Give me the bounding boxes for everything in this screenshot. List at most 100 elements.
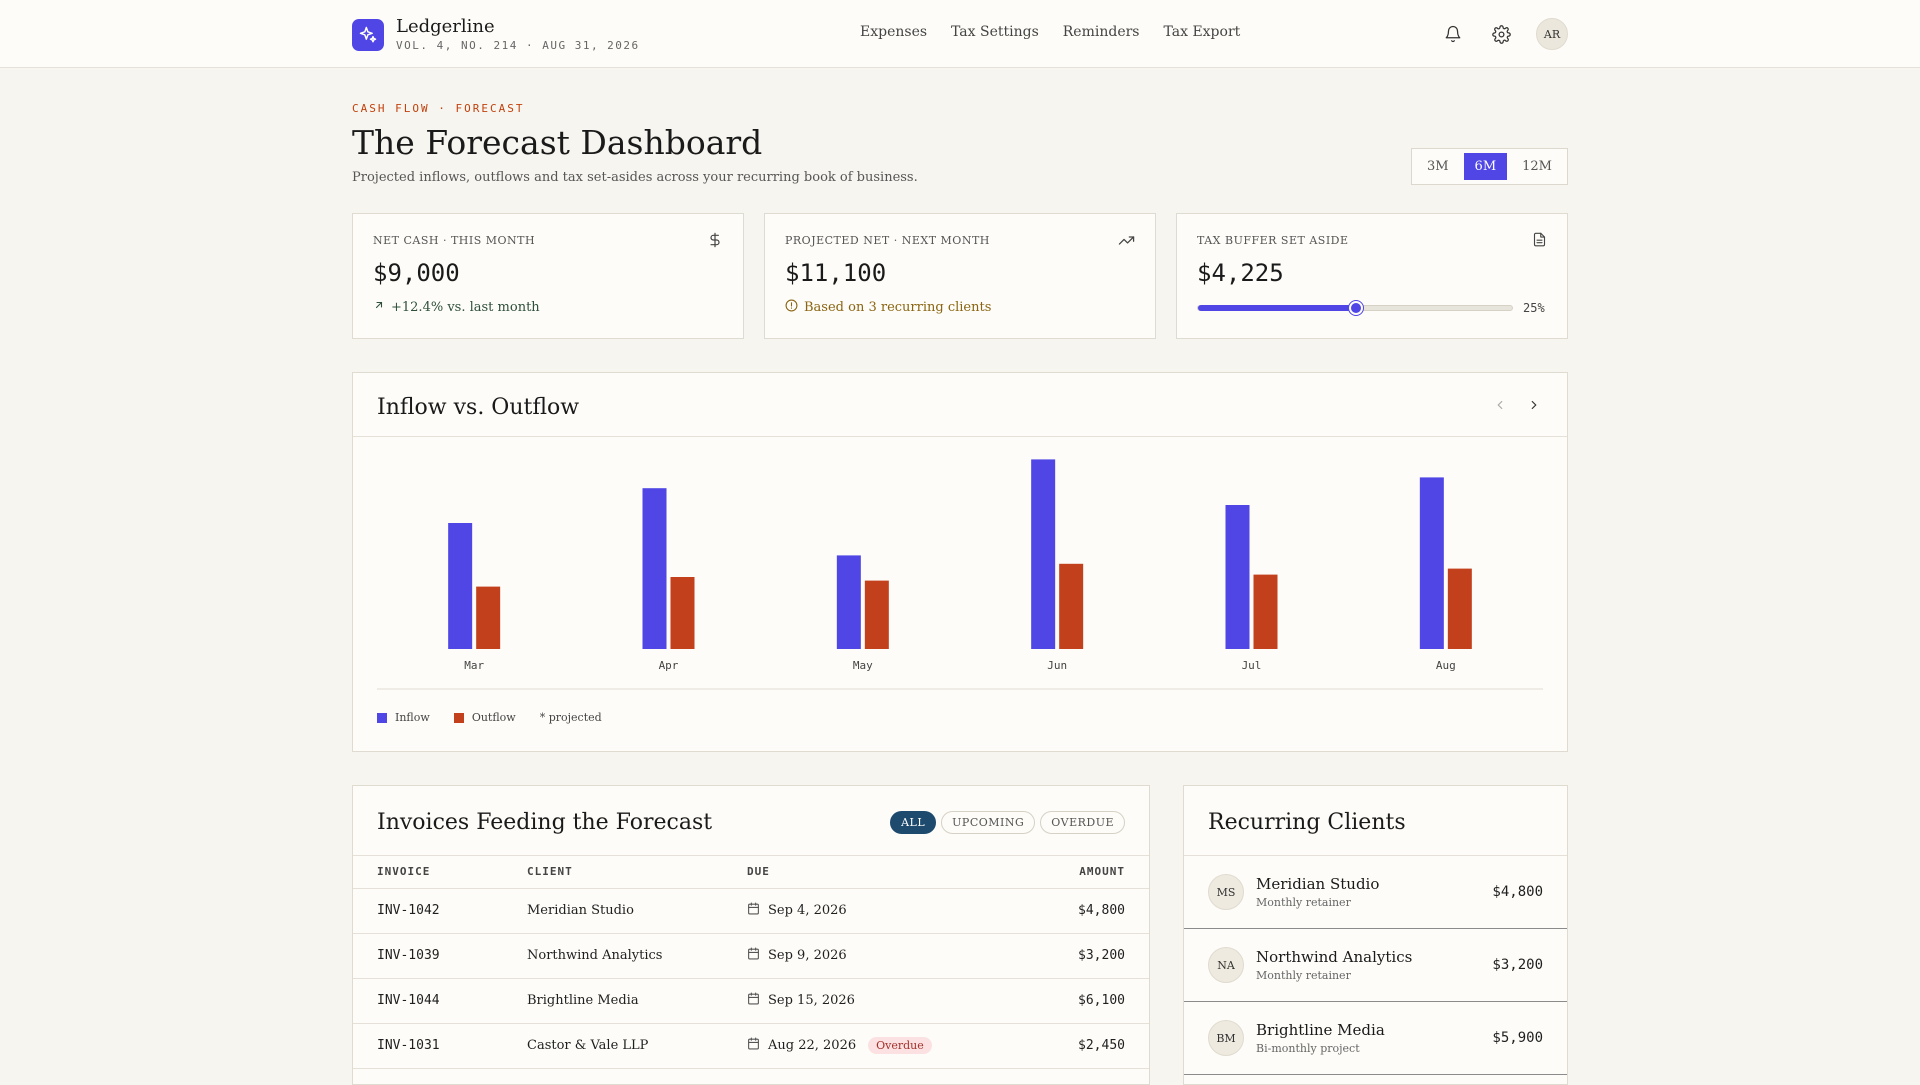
x-tick-label: May xyxy=(853,659,873,672)
calendar-icon xyxy=(747,902,760,919)
table-row[interactable]: INV-1039 Northwind Analytics Sep 9, 2026… xyxy=(353,933,1149,979)
kpi-label: NET CASH · THIS MONTH xyxy=(373,234,536,247)
due-date: Sep 4, 2026 xyxy=(768,903,847,918)
client-cadence: Bi-monthly project xyxy=(1256,1042,1360,1055)
client-name: Brightline Media xyxy=(1256,1021,1385,1039)
invoice-due: Sep 9, 2026 xyxy=(723,933,1026,979)
client-amount: $3,200 xyxy=(1492,957,1543,973)
filter-upcoming-chip[interactable]: UPCOMING xyxy=(941,811,1036,834)
bar-inflow-apr[interactable] xyxy=(642,488,667,649)
bar-outflow-apr[interactable] xyxy=(670,577,695,649)
client-name: Meridian Studio xyxy=(1256,875,1380,893)
bar-inflow-aug[interactable] xyxy=(1419,477,1444,649)
top-bar: Ledgerline VOL. 4, NO. 214 · AUG 31, 202… xyxy=(0,0,1920,68)
chart-header: Inflow vs. Outflow xyxy=(353,373,1567,437)
invoice-due: Sep 15, 2026 xyxy=(723,978,1026,1024)
user-avatar[interactable]: AR xyxy=(1536,18,1568,50)
bar-inflow-mar[interactable] xyxy=(448,523,473,649)
sparkle-logo-icon xyxy=(352,19,384,51)
bar-chart: Mar Apr May Jun Jul Aug xyxy=(377,459,1543,690)
brand[interactable]: Ledgerline VOL. 4, NO. 214 · AUG 31, 202… xyxy=(352,17,640,53)
chevron-right-icon[interactable] xyxy=(1527,397,1541,416)
chart-legend: Inflow Outflow * projected xyxy=(377,711,602,724)
client-row[interactable]: BM Brightline Media Bi-monthly project $… xyxy=(1184,1002,1567,1075)
outflow-swatch xyxy=(453,712,464,723)
chart-title: Inflow vs. Outflow xyxy=(377,395,580,420)
client-avatar: MS xyxy=(1208,874,1244,910)
invoices-header: Invoices Feeding the Forecast ALL UPCOMI… xyxy=(353,786,1149,856)
kpi-label: TAX BUFFER SET ASIDE xyxy=(1197,234,1349,247)
legend-outflow: Outflow xyxy=(453,711,516,724)
bar-inflow-jul[interactable] xyxy=(1225,505,1250,649)
bar-outflow-jul[interactable] xyxy=(1253,574,1278,649)
tax-buffer-slider: 25% xyxy=(1197,301,1547,315)
due-date: Aug 22, 2026 xyxy=(768,1038,857,1053)
inflow-outflow-card: Inflow vs. Outflow Mar Apr May Jun Jul Aug In… xyxy=(352,372,1568,752)
nav-tax-settings[interactable]: Tax Settings xyxy=(951,24,1039,40)
filter-all-chip[interactable]: ALL xyxy=(890,811,937,834)
range-12m-button[interactable]: 12M xyxy=(1511,153,1563,180)
range-3m-button[interactable]: 3M xyxy=(1416,153,1460,180)
gear-icon[interactable] xyxy=(1488,21,1514,47)
client-row[interactable]: MS Meridian Studio Monthly retainer $4,8… xyxy=(1184,856,1567,929)
bottom-row: Invoices Feeding the Forecast ALL UPCOMI… xyxy=(352,785,1568,1085)
kpi-delta-text: +12.4% vs. last month xyxy=(391,299,540,315)
range-selector: 3M 6M 12M xyxy=(1410,148,1568,185)
col-amount[interactable]: AMOUNT xyxy=(1025,856,1149,889)
nav-expenses[interactable]: Expenses xyxy=(860,24,928,40)
invoices-card: Invoices Feeding the Forecast ALL UPCOMI… xyxy=(352,785,1150,1085)
invoice-client: Meridian Studio xyxy=(503,888,723,934)
bar-outflow-jun[interactable] xyxy=(1059,563,1084,649)
kpi-value: $9,000 xyxy=(373,259,460,287)
bell-icon[interactable] xyxy=(1440,21,1466,47)
invoice-id: INV-1044 xyxy=(353,978,503,1024)
invoice-client: Castor & Vale LLP xyxy=(503,1023,723,1069)
invoice-amount: $4,800 xyxy=(1025,888,1149,934)
top-actions: AR xyxy=(1440,18,1568,50)
legend-inflow-label: Inflow xyxy=(395,711,430,724)
table-row[interactable]: INV-1044 Brightline Media Sep 15, 2026 $… xyxy=(353,978,1149,1024)
client-row[interactable]: NA Northwind Analytics Monthly retainer … xyxy=(1184,929,1567,1002)
col-invoice[interactable]: INVOICE xyxy=(353,856,503,889)
slider-thumb[interactable] xyxy=(1349,301,1363,315)
nav-reminders[interactable]: Reminders xyxy=(1062,24,1140,40)
clients-header: Recurring Clients xyxy=(1184,786,1567,856)
kpi-label: PROJECTED NET · NEXT MONTH xyxy=(785,234,990,247)
legend-inflow: Inflow xyxy=(377,711,430,724)
kpi-delta: +12.4% vs. last month xyxy=(373,299,723,315)
info-circle-icon xyxy=(785,299,798,316)
col-due[interactable]: DUE xyxy=(723,856,1026,889)
chart-nav xyxy=(1493,397,1541,416)
x-tick-label: Mar xyxy=(464,659,484,672)
bar-inflow-jun[interactable] xyxy=(1031,459,1056,649)
bar-outflow-aug[interactable] xyxy=(1447,568,1472,649)
invoice-client: Northwind Analytics xyxy=(503,933,723,979)
main-nav: Expenses Tax Settings Reminders Tax Expo… xyxy=(860,24,1240,40)
main-content: CASH FLOW · FORECAST The Forecast Dashbo… xyxy=(352,68,1568,1085)
page-title: The Forecast Dashboard xyxy=(352,123,763,162)
table-row[interactable]: INV-1031 Castor & Vale LLP Aug 22, 2026 … xyxy=(353,1023,1149,1069)
range-6m-button[interactable]: 6M xyxy=(1463,153,1508,180)
chevron-left-icon[interactable] xyxy=(1493,397,1507,416)
invoice-filters: ALL UPCOMING OVERDUE xyxy=(890,811,1125,834)
kpi-projected-net: PROJECTED NET · NEXT MONTH $11,100 Based… xyxy=(764,213,1156,339)
bar-outflow-mar[interactable] xyxy=(476,586,501,649)
bar-outflow-may[interactable] xyxy=(864,580,889,649)
x-tick-label: Aug xyxy=(1436,659,1456,672)
x-tick-label: Jun xyxy=(1047,659,1067,672)
invoice-due: Aug 22, 2026 Overdue xyxy=(723,1023,1026,1069)
invoice-amount: $6,100 xyxy=(1025,978,1149,1024)
invoice-id: INV-1031 xyxy=(353,1023,503,1069)
legend-projected-note: * projected xyxy=(539,711,602,724)
due-date: Sep 15, 2026 xyxy=(768,993,855,1008)
invoice-amount: $2,450 xyxy=(1025,1023,1149,1069)
arrow-up-right-icon xyxy=(373,299,385,315)
invoice-due: Sep 4, 2026 xyxy=(723,888,1026,934)
bar-inflow-may[interactable] xyxy=(836,555,861,649)
filter-overdue-chip[interactable]: OVERDUE xyxy=(1040,811,1125,834)
inflow-swatch xyxy=(377,712,387,723)
nav-tax-export[interactable]: Tax Export xyxy=(1163,24,1241,40)
col-client[interactable]: CLIENT xyxy=(503,856,723,889)
slider-track[interactable] xyxy=(1197,301,1513,315)
table-row[interactable]: INV-1042 Meridian Studio Sep 4, 2026 $4,… xyxy=(353,888,1149,934)
